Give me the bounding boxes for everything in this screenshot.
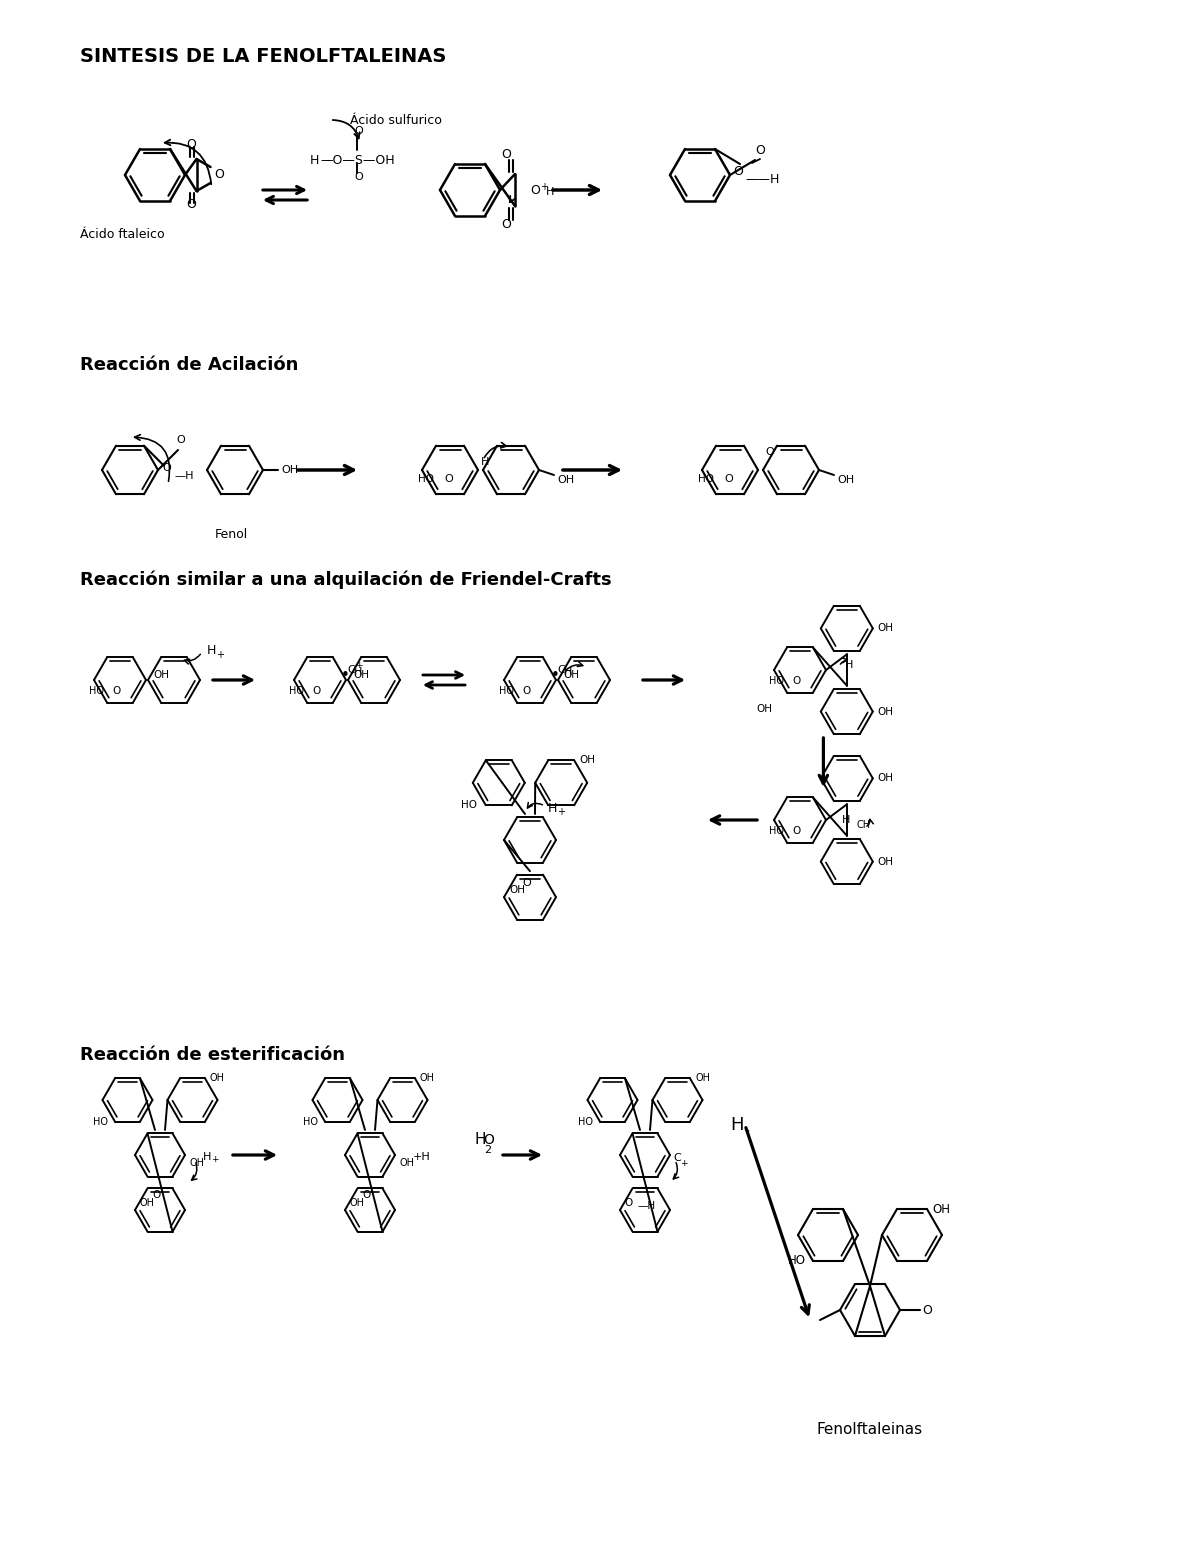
- Text: O: O: [792, 676, 800, 685]
- Text: OH: OH: [695, 1073, 710, 1084]
- Text: O: O: [502, 149, 511, 162]
- Text: OH: OH: [190, 1159, 205, 1168]
- Text: HO: HO: [578, 1117, 593, 1126]
- Text: O: O: [312, 685, 320, 696]
- Text: HO: HO: [461, 800, 476, 811]
- Text: Ácido ftaleico: Ácido ftaleico: [80, 228, 164, 242]
- Text: H: H: [548, 803, 557, 815]
- Text: Reacción similar a una alquilación de Friendel-Crafts: Reacción similar a una alquilación de Fr…: [80, 572, 612, 589]
- Text: —H: —H: [174, 471, 193, 481]
- Text: C: C: [347, 665, 355, 676]
- Text: C: C: [673, 1152, 680, 1163]
- Text: H: H: [564, 666, 572, 677]
- Text: H: H: [208, 643, 216, 657]
- Text: O: O: [152, 1190, 161, 1200]
- Text: CH: CH: [857, 820, 871, 829]
- Text: OH: OH: [210, 1073, 226, 1084]
- Text: H: H: [310, 154, 319, 166]
- Text: HO: HO: [499, 685, 514, 696]
- Text: +: +: [557, 808, 565, 817]
- Text: HO: HO: [302, 1117, 318, 1126]
- Text: H: H: [845, 660, 853, 669]
- Text: HO: HO: [769, 826, 784, 836]
- Text: +: +: [216, 651, 224, 660]
- Text: C: C: [557, 665, 565, 676]
- Text: O: O: [186, 138, 197, 152]
- Text: +: +: [211, 1155, 218, 1165]
- Text: —H: —H: [637, 1202, 655, 1211]
- Text: O: O: [354, 172, 362, 182]
- Text: O: O: [522, 685, 530, 696]
- Text: HO: HO: [418, 474, 434, 485]
- Text: OH: OH: [878, 857, 894, 867]
- Text: O: O: [755, 143, 764, 157]
- Text: O: O: [724, 474, 733, 485]
- Text: •: •: [341, 668, 350, 682]
- Text: OH: OH: [878, 773, 894, 783]
- Text: OH: OH: [139, 1199, 155, 1208]
- Text: O: O: [444, 474, 452, 485]
- Text: HO: HO: [769, 676, 784, 685]
- Text: O: O: [530, 183, 540, 197]
- Text: H: H: [546, 186, 554, 197]
- Text: Ácido sulfurico: Ácido sulfurico: [350, 113, 442, 126]
- Text: OH: OH: [349, 1199, 365, 1208]
- Text: OH: OH: [509, 885, 526, 895]
- Text: O: O: [112, 685, 120, 696]
- Text: O: O: [922, 1303, 932, 1317]
- Text: O: O: [792, 826, 800, 836]
- Text: OH: OH: [281, 464, 298, 475]
- Text: -: -: [744, 1124, 749, 1138]
- Text: H: H: [730, 1117, 744, 1134]
- Text: O: O: [482, 1134, 494, 1148]
- Text: HO: HO: [698, 474, 714, 485]
- Text: O: O: [733, 165, 743, 177]
- Text: O: O: [502, 219, 511, 231]
- Text: H: H: [203, 1152, 211, 1162]
- Text: OH: OH: [557, 475, 574, 485]
- Text: Reacción de Acilación: Reacción de Acilación: [80, 356, 299, 374]
- Text: HO: HO: [89, 685, 104, 696]
- Text: 2: 2: [484, 1145, 491, 1155]
- Text: OH: OH: [154, 671, 169, 680]
- Text: O: O: [186, 199, 197, 211]
- Text: O: O: [162, 463, 170, 472]
- Text: —O—S—OH: —O—S—OH: [320, 154, 395, 166]
- Text: O: O: [362, 1190, 371, 1200]
- Text: HO: HO: [289, 685, 304, 696]
- Text: Fenol: Fenol: [215, 528, 248, 542]
- Text: O: O: [176, 435, 185, 446]
- Text: OH: OH: [878, 707, 894, 716]
- Text: H: H: [481, 457, 490, 467]
- Text: O: O: [354, 126, 362, 137]
- Text: OH: OH: [400, 1159, 415, 1168]
- Text: Reacción de esterificación: Reacción de esterificación: [80, 1047, 346, 1064]
- Text: +: +: [540, 182, 548, 193]
- Text: ——H: ——H: [745, 172, 779, 185]
- Text: O: O: [624, 1199, 632, 1208]
- Text: O: O: [766, 447, 774, 457]
- Text: OH: OH: [838, 475, 854, 485]
- Text: SINTESIS DE LA FENOLFTALEINAS: SINTESIS DE LA FENOLFTALEINAS: [80, 48, 446, 67]
- Text: O: O: [215, 168, 224, 182]
- Text: OH: OH: [420, 1073, 436, 1084]
- Text: HO: HO: [788, 1255, 806, 1267]
- Text: +: +: [680, 1159, 688, 1168]
- Text: OH: OH: [932, 1202, 950, 1216]
- Text: H: H: [475, 1132, 486, 1148]
- Text: +: +: [355, 660, 362, 669]
- Text: •: •: [551, 668, 560, 682]
- Text: O: O: [522, 877, 530, 888]
- Text: OH: OH: [353, 671, 370, 680]
- Text: HO: HO: [94, 1117, 108, 1126]
- Text: OH: OH: [878, 623, 894, 634]
- Text: OH: OH: [563, 671, 580, 680]
- Text: Fenolftaleinas: Fenolftaleinas: [817, 1423, 923, 1438]
- Text: +H: +H: [413, 1152, 431, 1162]
- Text: OH: OH: [756, 704, 772, 714]
- Text: OH: OH: [580, 755, 595, 766]
- Text: H: H: [842, 815, 850, 825]
- Text: H: H: [354, 666, 362, 677]
